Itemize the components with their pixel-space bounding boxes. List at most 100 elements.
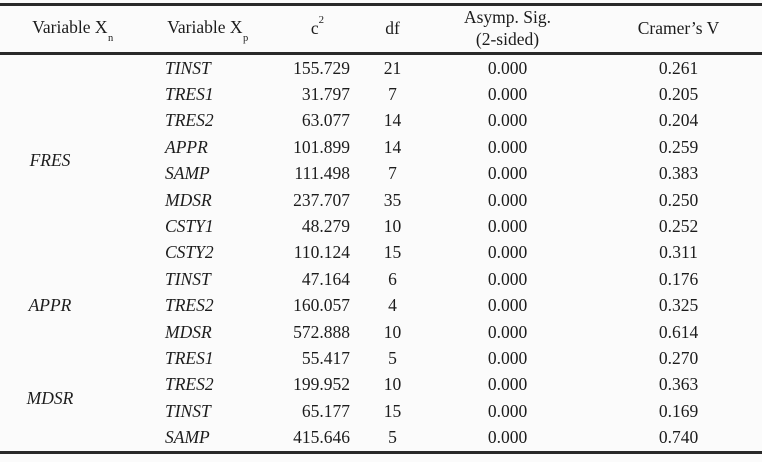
cell-cramers-v: 0.311	[659, 242, 698, 263]
cell-asymp-sig: 0.000	[487, 268, 528, 289]
cell-variable-xp: MDSR	[165, 189, 212, 210]
cell-df: 15	[383, 400, 402, 421]
table-row: CSTY2 110.124 15 0.000 0.311	[0, 240, 762, 266]
table-row: TRES2 160.057 4 0.000 0.325	[0, 293, 762, 319]
cell-cramers-v: 0.259	[658, 136, 699, 157]
header-variable-xn: Variable Xn	[0, 4, 145, 55]
table-row: FRES TINST 155.729 21 0.000 0.261	[0, 54, 762, 170]
cell-asymp-sig: 0.000	[487, 295, 528, 316]
cell-variable-xp: TRES2	[165, 374, 214, 395]
cell-variable-xp: CSTY2	[165, 242, 214, 263]
header-asymp-sig-line2: (2-sided)	[475, 29, 540, 49]
table-row: MDSR 237.707 35 0.000 0.250	[0, 187, 762, 213]
cell-variable-xp: APPR	[165, 136, 208, 157]
cell-cramers-v: 0.252	[658, 216, 699, 237]
header-row: Variable Xn Variable Xp c2 df Asymp. Sig…	[0, 4, 762, 55]
subscript-n: n	[108, 32, 114, 44]
cell-asymp-sig: 0.000	[487, 427, 528, 448]
cell-df: 7	[388, 163, 397, 184]
cell-asymp-sig: 0.000	[487, 57, 528, 78]
cell-df: 7	[388, 84, 397, 105]
table-row: SAMP 415.646 5 0.000 0.740	[0, 424, 762, 452]
cell-variable-xp: TINST	[165, 57, 211, 78]
cell-chi-square: 160.057	[293, 295, 350, 316]
cell-cramers-v: 0.614	[658, 321, 699, 342]
cell-chi-square: 155.729	[293, 57, 350, 78]
table-row: MDSR 572.888 10 0.000 0.614	[0, 319, 762, 345]
cell-chi-square: 101.899	[293, 136, 350, 157]
cell-asymp-sig: 0.000	[487, 189, 528, 210]
header-asymp-sig-line1: Asymp. Sig.	[463, 7, 552, 28]
cell-chi-square: 55.417	[301, 348, 350, 368]
cell-chi-square: 415.646	[293, 427, 350, 448]
table-row: TINST 65.177 15 0.000 0.169	[0, 398, 762, 424]
header-asymp-sig: Asymp. Sig. (2-sided)	[420, 4, 595, 55]
cell-chi-square: 47.164	[301, 268, 350, 289]
cell-cramers-v: 0.363	[658, 374, 699, 395]
cell-cramers-v: 0.250	[658, 189, 699, 210]
cell-asymp-sig: 0.000	[487, 84, 528, 105]
cell-chi-square: 110.124	[293, 242, 350, 263]
table-row: APPR 101.899 14 0.000 0.259	[0, 134, 762, 160]
cell-asymp-sig: 0.000	[487, 242, 528, 263]
cell-asymp-sig: 0.000	[487, 374, 528, 395]
cell-chi-square: 111.498	[294, 163, 350, 184]
cell-df: 6	[388, 268, 397, 289]
cell-variable-xp: TRES1	[165, 84, 214, 105]
cell-cramers-v: 0.205	[658, 84, 699, 105]
cell-chi-square: 48.279	[301, 216, 350, 237]
cell-chi-square: 237.707	[293, 189, 350, 210]
cell-variable-xp: MDSR	[165, 321, 212, 342]
table-row: APPR TINST 47.164 6 0.000 0.176	[0, 266, 762, 315]
cell-df: 4	[388, 295, 397, 316]
cell-chi-square: 65.177	[301, 400, 350, 421]
cell-df: 14	[383, 110, 402, 131]
cell-variable-xp: SAMP	[165, 427, 210, 448]
cell-asymp-sig: 0.000	[487, 348, 528, 368]
cell-cramers-v: 0.204	[658, 110, 699, 131]
table-body: FRES TINST 155.729 21 0.000 0.261 TRES1 31.797 7…	[0, 54, 762, 453]
cell-df: 21	[383, 57, 402, 78]
group-label-mdsr: MDSR	[26, 387, 74, 408]
cell-variable-xp: CSTY1	[165, 216, 214, 237]
cell-chi-square: 31.797	[301, 84, 350, 105]
cell-cramers-v: 0.270	[658, 348, 699, 368]
cell-chi-square: 63.077	[301, 110, 350, 131]
cell-df: 35	[383, 189, 402, 210]
cell-df: 15	[383, 242, 402, 263]
cell-variable-xp: TINST	[165, 400, 211, 421]
cell-cramers-v: 0.261	[658, 57, 699, 78]
cell-variable-xp: TINST	[165, 268, 211, 289]
table-row: SAMP 111.498 7 0.000 0.383	[0, 161, 762, 187]
cell-cramers-v: 0.383	[658, 163, 699, 184]
table-header: Variable Xn Variable Xp c2 df Asymp. Sig…	[0, 4, 762, 55]
header-df: df	[365, 4, 420, 55]
table-row: TRES1 31.797 7 0.000 0.205	[0, 81, 762, 107]
table-row: TRES2 63.077 14 0.000 0.204	[0, 108, 762, 134]
header-cramers-v: Cramer’s V	[595, 4, 762, 55]
cell-df: 5	[388, 427, 397, 448]
cell-asymp-sig: 0.000	[487, 136, 528, 157]
cell-cramers-v: 0.740	[658, 427, 699, 448]
subscript-p: p	[243, 32, 249, 44]
header-variable-xp: Variable Xp	[145, 4, 270, 55]
cell-chi-square: 572.888	[293, 321, 350, 342]
cell-variable-xp: SAMP	[165, 163, 210, 184]
cell-variable-xp: TRES1	[165, 348, 214, 368]
cell-variable-xp: TRES2	[165, 110, 214, 131]
cell-asymp-sig: 0.000	[487, 110, 528, 131]
header-chi-square-label: c	[310, 18, 319, 39]
cell-df: 10	[383, 374, 402, 395]
cell-cramers-v: 0.169	[658, 400, 699, 421]
cell-asymp-sig: 0.000	[487, 321, 528, 342]
header-variable-xp-label: Variable X	[167, 16, 243, 37]
cell-df: 5	[388, 348, 397, 368]
cell-asymp-sig: 0.000	[487, 163, 528, 184]
cell-asymp-sig: 0.000	[487, 400, 528, 421]
table-row: CSTY1 48.279 10 0.000 0.252	[0, 213, 762, 239]
cell-variable-xp: TRES2	[165, 295, 214, 316]
cell-df: 10	[383, 216, 402, 237]
header-variable-xn-label: Variable X	[32, 16, 108, 37]
chi-square-statistics-table: Variable Xn Variable Xp c2 df Asymp. Sig…	[0, 3, 762, 454]
